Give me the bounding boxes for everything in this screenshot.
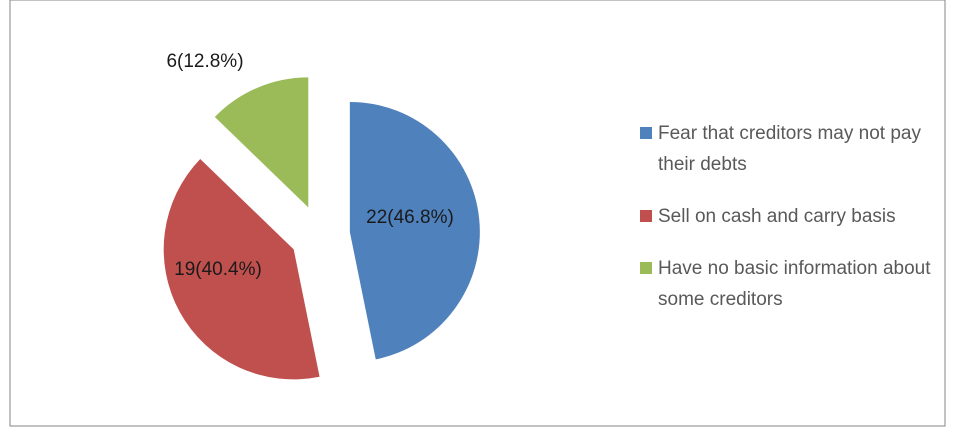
legend-label: Fear that creditors may not pay their de… — [658, 123, 921, 175]
chart-border — [9, 0, 946, 427]
legend-swatch — [640, 262, 652, 274]
pie — [163, 77, 480, 380]
data-label: 22(46.8%) — [366, 207, 454, 228]
legend-swatch — [640, 127, 652, 139]
pie-slice — [214, 77, 309, 208]
legend-item: Have no basic information about some cre… — [638, 253, 938, 315]
legend-item: Fear that creditors may not pay their de… — [638, 118, 938, 180]
data-label: 6(12.8%) — [166, 51, 243, 72]
pie-slice — [349, 101, 480, 360]
legend-item: Sell on cash and carry basis — [638, 201, 938, 232]
legend-swatch — [640, 210, 652, 222]
data-label: 19(40.4%) — [174, 259, 262, 280]
legend: Fear that creditors may not pay their de… — [638, 118, 938, 336]
legend-label: Sell on cash and carry basis — [658, 206, 896, 227]
pie-slice — [163, 159, 320, 380]
legend-label: Have no basic information about some cre… — [658, 258, 931, 310]
